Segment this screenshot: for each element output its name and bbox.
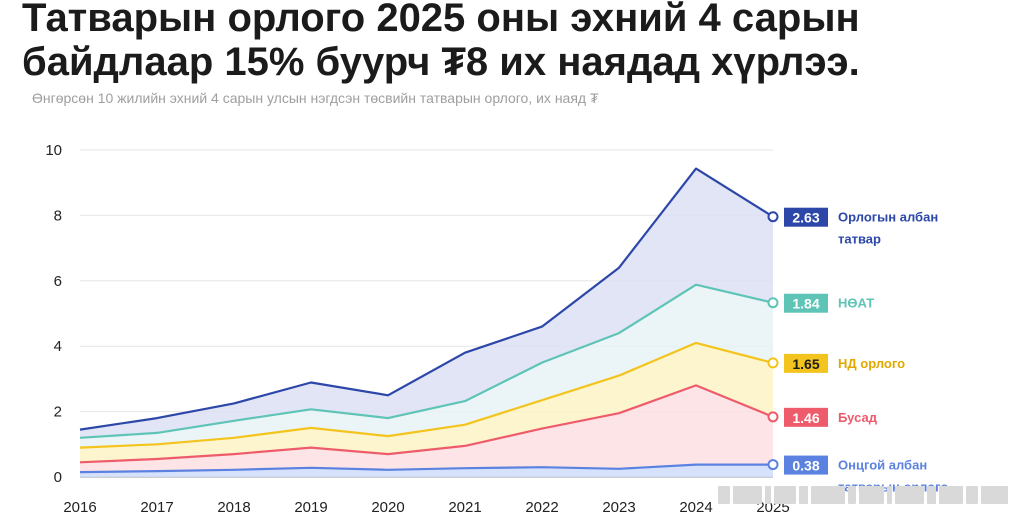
legend-entry: 2.63 Орлогын албан татвар <box>784 207 938 247</box>
title-line-1: Татварын орлого 2025 оны эхний 4 сарын <box>22 0 860 40</box>
x-tick-label: 2019 <box>294 499 327 516</box>
value-badge-label: 1.65 <box>792 356 819 372</box>
watermark <box>718 484 1008 506</box>
x-tick-label: 2020 <box>371 499 404 516</box>
x-tick-label: 2017 <box>140 499 173 516</box>
x-tick-label: 2024 <box>679 499 712 516</box>
area-fills <box>80 168 773 477</box>
end-point-marker <box>767 211 779 223</box>
chart-title: Татварын орлого 2025 оны эхний 4 сарын б… <box>22 0 982 84</box>
area-1.84 <box>80 284 773 448</box>
end-point-marker <box>767 357 779 369</box>
x-tick-label: 2018 <box>217 499 250 516</box>
series-name-label: Орлогын албан <box>838 210 938 225</box>
value-badge-label: 2.63 <box>792 210 819 226</box>
area-0.38 <box>80 464 773 477</box>
x-tick-label: 2022 <box>525 499 558 516</box>
value-badge-label: 1.46 <box>792 410 819 426</box>
title-line-2: байдлаар 15% буурч ₮8 их наядад хүрлээ. <box>22 40 860 84</box>
series-name-label: НД орлого <box>838 356 905 371</box>
y-tick-label: 8 <box>54 207 62 224</box>
legend-entry: 1.46 Бусад <box>784 407 878 427</box>
y-tick-label: 2 <box>54 404 62 421</box>
x-axis: 2016 2017 2018 2019 2020 2021 2022 2023 2024 2025 <box>63 499 789 516</box>
end-markers <box>767 211 779 471</box>
x-tick-label: 2021 <box>448 499 481 516</box>
area-1.46 <box>80 385 773 473</box>
value-badge <box>784 455 828 475</box>
area-1.65 <box>80 342 773 463</box>
y-tick-label: 6 <box>54 273 62 290</box>
series-name-label: НӨАТ <box>838 296 874 311</box>
series-line <box>79 384 774 464</box>
y-tick-label: 0 <box>54 469 62 486</box>
series-line <box>79 283 774 439</box>
y-tick-label: 10 <box>45 142 62 159</box>
end-point-marker <box>767 297 779 309</box>
x-tick-label: 2023 <box>602 499 635 516</box>
y-tick-label: 4 <box>54 338 62 355</box>
legend-entry: 1.84 НӨАТ <box>784 293 874 313</box>
series-line <box>79 463 773 474</box>
series-lines <box>79 167 774 474</box>
value-badge <box>784 293 828 313</box>
value-badge <box>784 207 828 227</box>
value-badge-label: 1.84 <box>792 296 819 312</box>
legend-entry: 1.65 НД орлого <box>784 353 905 373</box>
chart-subtitle: Өнгөрсөн 10 жилийн эхний 4 сарын улсын н… <box>32 90 599 106</box>
series-line <box>79 167 774 431</box>
series-name-label: Бусад <box>838 410 878 425</box>
series-name-label: Онцгой албан <box>838 458 927 473</box>
series-line <box>79 341 774 449</box>
value-badge-label: 0.38 <box>792 458 819 474</box>
area-2.63 <box>80 168 773 438</box>
end-point-marker <box>767 411 779 423</box>
x-tick-label: 2016 <box>63 499 96 516</box>
series-name-label: татвар <box>838 232 881 247</box>
y-axis: 0 2 4 6 8 10 <box>45 142 62 486</box>
end-point-marker <box>767 459 779 471</box>
value-badge <box>784 407 828 427</box>
value-badge <box>784 353 828 373</box>
